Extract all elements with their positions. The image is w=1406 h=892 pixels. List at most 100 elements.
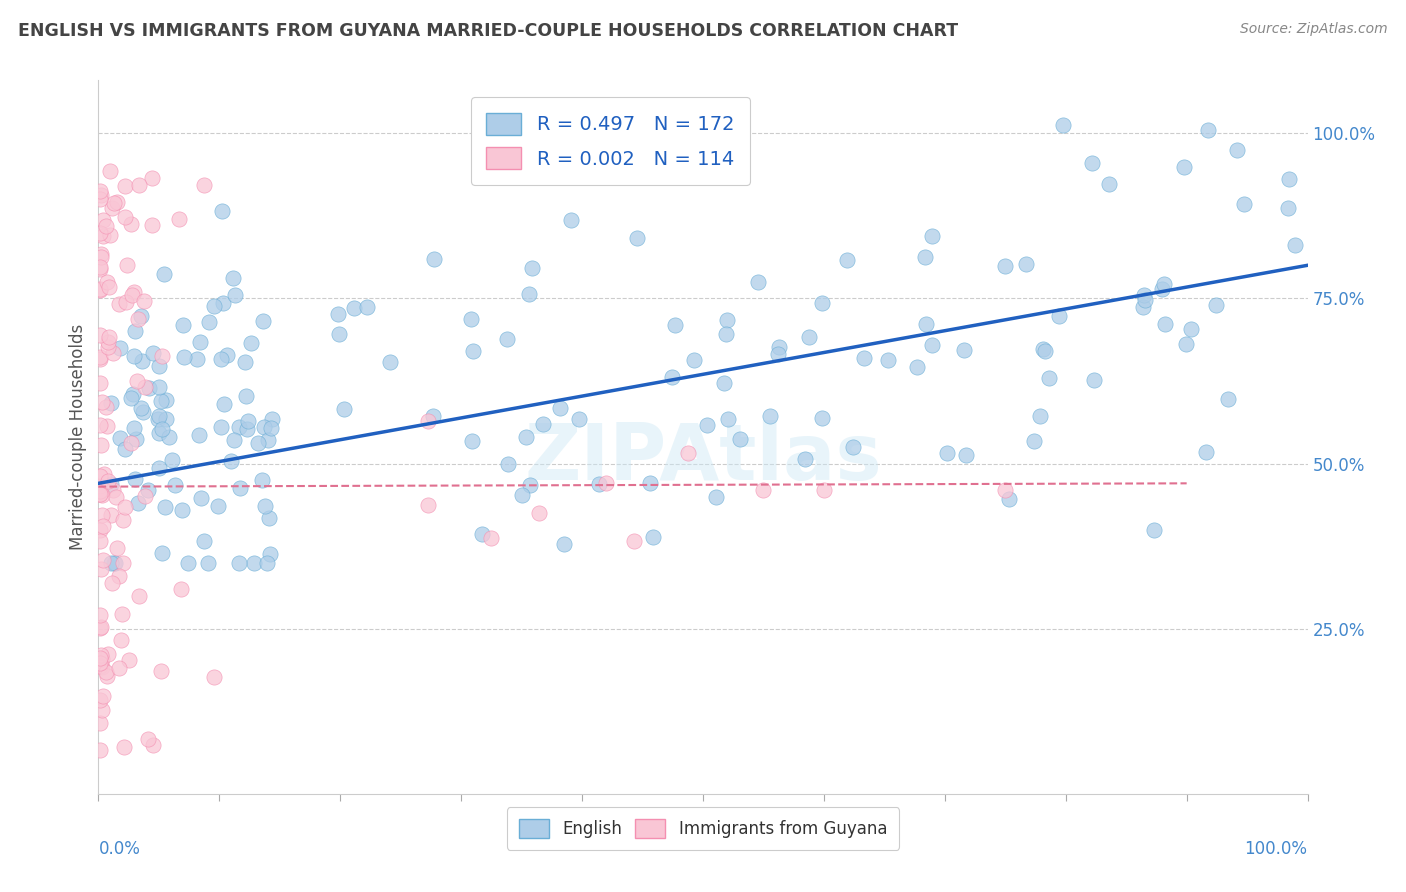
Point	[423, 252, 446, 266]
Point	[103, 196, 125, 211]
Point	[146, 412, 169, 426]
Point	[172, 502, 194, 516]
Text: ENGLISH VS IMMIGRANTS FROM GUYANA MARRIED-COUPLE HOUSEHOLDS CORRELATION CHART: ENGLISH VS IMMIGRANTS FROM GUYANA MARRIE…	[18, 22, 959, 40]
Point	[128, 178, 150, 192]
Point	[108, 341, 131, 355]
Point	[356, 300, 378, 314]
Point	[219, 453, 242, 467]
Point	[89, 192, 111, 206]
Point	[793, 452, 815, 467]
Point	[236, 422, 259, 436]
Point	[510, 488, 533, 502]
Point	[905, 359, 928, 374]
Point	[89, 483, 111, 498]
Point	[998, 491, 1021, 506]
Point	[515, 430, 537, 444]
Point	[193, 178, 215, 192]
Point	[236, 413, 259, 427]
Point	[953, 343, 976, 357]
Point	[747, 275, 769, 289]
Point	[676, 446, 699, 460]
Point	[936, 446, 959, 460]
Point	[759, 409, 782, 424]
Point	[553, 536, 575, 550]
Point	[1205, 298, 1227, 312]
Point	[461, 434, 484, 448]
Point	[714, 326, 737, 341]
Point	[153, 268, 176, 282]
Point	[148, 359, 170, 374]
Point	[1175, 337, 1198, 351]
Point	[172, 318, 194, 332]
Point	[243, 556, 266, 570]
Point	[132, 294, 155, 309]
Point	[209, 420, 232, 434]
Point	[188, 335, 211, 350]
Point	[111, 607, 134, 622]
Point	[623, 533, 645, 548]
Point	[332, 401, 354, 416]
Point	[835, 252, 858, 267]
Point	[1143, 523, 1166, 537]
Point	[91, 228, 114, 243]
Point	[811, 296, 834, 310]
Point	[638, 475, 661, 490]
Point	[813, 483, 835, 497]
Point	[121, 287, 143, 301]
Point	[94, 401, 117, 415]
Point	[1152, 282, 1174, 296]
Point	[696, 418, 718, 433]
Point	[142, 738, 165, 752]
Point	[100, 556, 122, 570]
Legend: English, Immigrants from Guyana: English, Immigrants from Guyana	[508, 807, 898, 850]
Point	[96, 340, 118, 354]
Point	[1014, 257, 1036, 271]
Point	[138, 381, 160, 395]
Point	[91, 508, 114, 522]
Point	[89, 352, 111, 367]
Point	[90, 648, 112, 662]
Point	[108, 431, 131, 445]
Point	[148, 380, 170, 394]
Point	[157, 430, 180, 444]
Point	[89, 184, 111, 198]
Point	[1052, 119, 1074, 133]
Point	[768, 347, 790, 361]
Point	[97, 329, 120, 343]
Point	[921, 229, 943, 244]
Point	[228, 556, 250, 570]
Point	[188, 428, 211, 442]
Point	[211, 203, 233, 218]
Point	[149, 664, 172, 678]
Point	[114, 500, 136, 515]
Point	[173, 350, 195, 364]
Point	[197, 315, 219, 329]
Point	[471, 527, 494, 541]
Point	[131, 354, 153, 368]
Point	[89, 743, 111, 757]
Point	[1277, 201, 1299, 215]
Point	[252, 473, 274, 487]
Point	[101, 483, 124, 497]
Point	[122, 387, 145, 401]
Point	[125, 432, 148, 446]
Point	[165, 478, 187, 492]
Point	[114, 178, 136, 193]
Point	[110, 632, 132, 647]
Point	[197, 556, 219, 570]
Point	[150, 350, 173, 364]
Point	[496, 458, 519, 472]
Point	[560, 212, 582, 227]
Point	[96, 275, 118, 289]
Point	[496, 332, 519, 346]
Point	[682, 353, 704, 368]
Point	[224, 288, 246, 302]
Point	[852, 351, 875, 366]
Point	[914, 250, 936, 264]
Point	[704, 490, 727, 504]
Point	[328, 327, 350, 342]
Point	[1278, 172, 1301, 186]
Point	[527, 506, 550, 520]
Point	[97, 647, 120, 661]
Point	[141, 218, 163, 232]
